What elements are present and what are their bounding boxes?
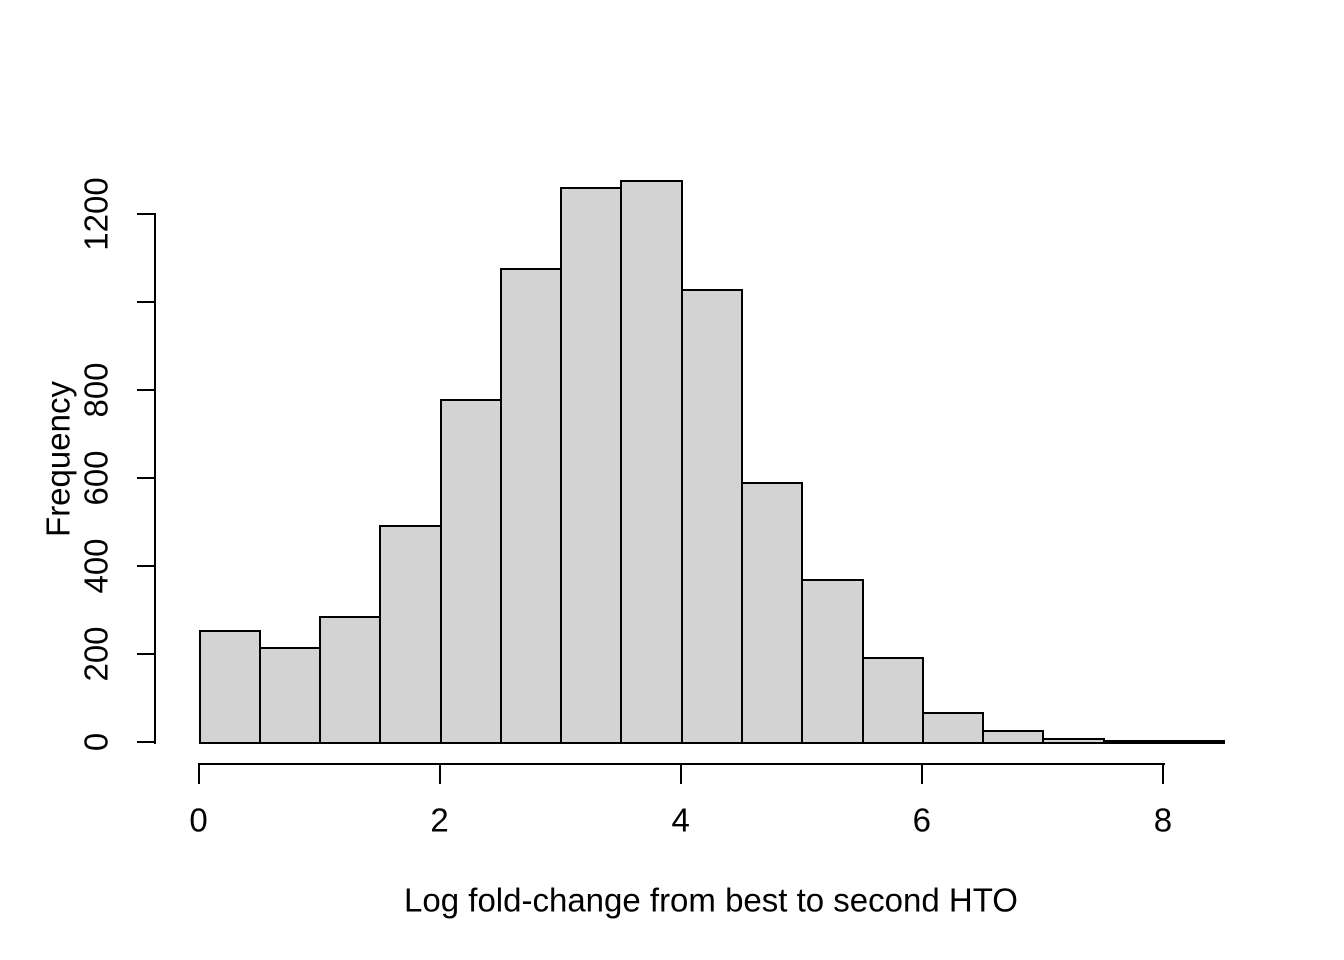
y-axis-line <box>154 213 156 744</box>
x-axis-title: Log fold-change from best to second HTO <box>404 881 1018 919</box>
histogram-bar <box>439 399 502 744</box>
histogram-bar <box>258 646 322 744</box>
histogram-bar <box>499 268 563 744</box>
x-axis-line <box>198 763 1165 765</box>
histogram-bar <box>1102 739 1165 744</box>
x-tick-label: 8 <box>1153 801 1173 839</box>
histogram-bar <box>1042 737 1105 744</box>
y-tick <box>137 652 156 655</box>
histogram-bar <box>620 180 683 744</box>
histogram-bar <box>379 525 442 744</box>
x-tick-label: 6 <box>912 801 931 839</box>
x-tick <box>679 763 682 784</box>
histogram-bar <box>740 481 804 744</box>
x-tick <box>438 763 441 784</box>
x-tick <box>920 763 923 784</box>
y-tick-label: 600 <box>77 450 115 506</box>
y-tick-label: 0 <box>77 732 115 751</box>
y-tick <box>137 564 156 567</box>
y-tick <box>137 212 156 215</box>
y-axis-title: Frequency <box>39 381 77 537</box>
histogram-bar <box>801 579 864 744</box>
y-tick <box>137 740 156 743</box>
x-tick <box>197 763 200 784</box>
x-tick-label: 4 <box>671 801 690 839</box>
y-tick-label: 1200 <box>77 176 115 251</box>
y-tick <box>137 476 156 479</box>
x-tick-label: 2 <box>430 801 449 839</box>
histogram-bar <box>319 615 382 744</box>
y-tick-label: 200 <box>77 626 115 682</box>
y-tick <box>137 300 156 303</box>
histogram-bar <box>982 730 1045 744</box>
x-tick-label: 0 <box>189 801 208 839</box>
histogram-bar <box>680 288 743 744</box>
y-tick-label: 400 <box>77 538 115 594</box>
histogram-bar <box>198 630 261 744</box>
histogram-bar <box>1162 740 1226 745</box>
histogram-bar <box>921 712 985 744</box>
histogram-bar <box>861 656 924 744</box>
y-tick <box>137 388 156 391</box>
x-tick <box>1161 763 1164 784</box>
histogram-bar <box>560 186 623 744</box>
y-tick-label: 800 <box>77 362 115 418</box>
